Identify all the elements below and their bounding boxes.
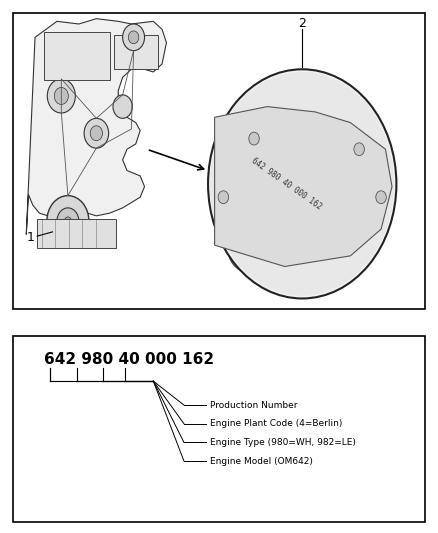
Text: Engine Plant Code (4=Berlin): Engine Plant Code (4=Berlin) xyxy=(210,419,343,428)
Circle shape xyxy=(113,95,132,118)
Text: 2: 2 xyxy=(298,18,306,30)
Circle shape xyxy=(47,79,75,113)
Circle shape xyxy=(249,132,259,145)
FancyBboxPatch shape xyxy=(37,219,116,248)
Circle shape xyxy=(208,69,396,298)
Text: Engine Model (OM642): Engine Model (OM642) xyxy=(210,457,313,465)
Circle shape xyxy=(354,143,364,156)
Circle shape xyxy=(210,72,394,296)
Circle shape xyxy=(218,191,229,204)
Circle shape xyxy=(218,191,229,204)
FancyBboxPatch shape xyxy=(44,32,110,80)
Circle shape xyxy=(123,24,145,51)
Text: 1: 1 xyxy=(27,231,35,244)
Circle shape xyxy=(376,191,386,204)
Circle shape xyxy=(90,126,102,141)
FancyBboxPatch shape xyxy=(13,336,425,522)
Circle shape xyxy=(47,196,89,247)
Text: Production Number: Production Number xyxy=(210,401,298,409)
Circle shape xyxy=(376,191,386,204)
Polygon shape xyxy=(215,107,392,266)
Circle shape xyxy=(326,224,366,272)
Circle shape xyxy=(128,31,139,44)
Text: Engine Type (980=WH, 982=LE): Engine Type (980=WH, 982=LE) xyxy=(210,438,356,447)
Circle shape xyxy=(64,217,71,225)
Circle shape xyxy=(354,143,364,156)
Circle shape xyxy=(57,208,79,235)
Text: 642 980 40 000 162: 642 980 40 000 162 xyxy=(44,352,214,367)
Circle shape xyxy=(336,236,356,260)
Circle shape xyxy=(84,118,109,148)
FancyBboxPatch shape xyxy=(114,35,158,69)
Circle shape xyxy=(249,132,259,145)
Circle shape xyxy=(54,87,68,104)
Circle shape xyxy=(228,224,267,272)
Polygon shape xyxy=(26,19,166,235)
Circle shape xyxy=(238,236,257,260)
FancyBboxPatch shape xyxy=(13,13,425,309)
Text: 642 980 40 000 162: 642 980 40 000 162 xyxy=(250,156,324,212)
